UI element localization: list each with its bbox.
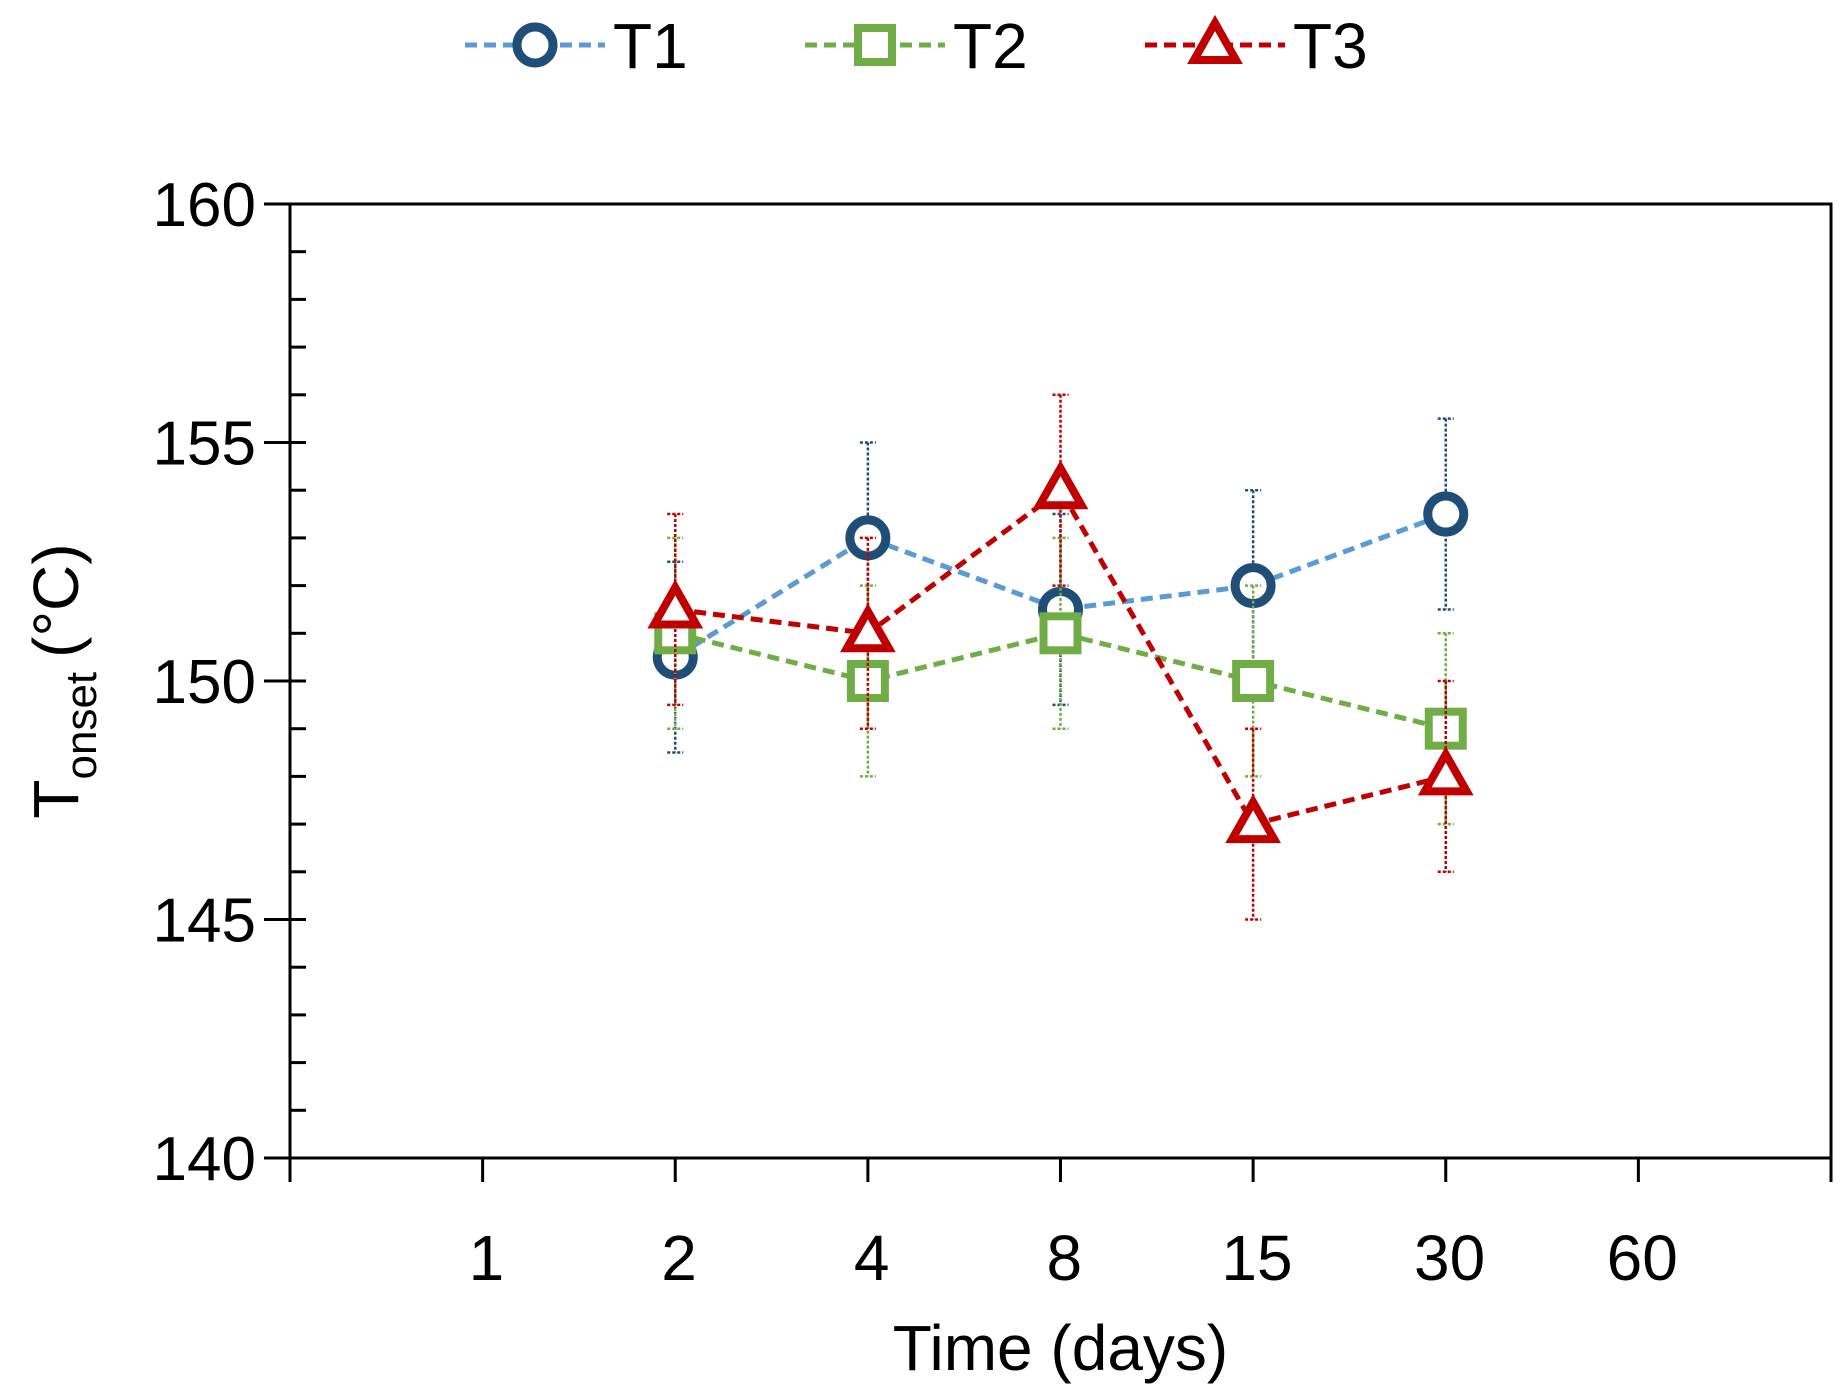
y-tick-label: 150 bbox=[153, 648, 256, 717]
series-t3-marker bbox=[647, 579, 704, 629]
legend-t3: T3 bbox=[1145, 10, 1368, 82]
x-tick-label: 8 bbox=[1047, 1222, 1083, 1294]
legend-t1: T1 bbox=[465, 10, 688, 82]
legend-t2-marker bbox=[854, 24, 896, 66]
y-axis-ticks: 140 145 150 155 160 bbox=[153, 171, 306, 1194]
x-tick-label: 4 bbox=[854, 1222, 890, 1294]
x-tick-label: 60 bbox=[1607, 1222, 1678, 1294]
legend-t3-label: T3 bbox=[1293, 10, 1368, 82]
series-t1-line bbox=[673, 511, 1447, 660]
series-t2-marker bbox=[1039, 612, 1082, 655]
series-t3-line bbox=[674, 486, 1447, 827]
series-t3-marker bbox=[1032, 460, 1089, 510]
legend-t2-label: T2 bbox=[953, 10, 1028, 82]
x-tick-label: 2 bbox=[661, 1222, 697, 1294]
y-tick-label: 155 bbox=[153, 410, 256, 479]
series-t2 bbox=[654, 536, 1467, 826]
plot-frame bbox=[288, 202, 1833, 1160]
series-t3-marker bbox=[1417, 746, 1474, 796]
series-t3 bbox=[647, 393, 1474, 921]
y-tick-label: 140 bbox=[153, 1125, 256, 1194]
y-tick-label: 145 bbox=[153, 887, 256, 956]
x-tick-label: 15 bbox=[1221, 1222, 1292, 1294]
legend-t3-marker bbox=[1187, 14, 1243, 64]
x-tick-label: 1 bbox=[469, 1222, 505, 1294]
x-axis-title: Time (days) bbox=[893, 1312, 1228, 1384]
x-tick-label: 30 bbox=[1414, 1222, 1485, 1294]
y-axis-title-main: T bbox=[20, 779, 92, 818]
series-layer bbox=[647, 393, 1474, 921]
series-t3-marker bbox=[1225, 793, 1281, 844]
series-t3-marker bbox=[840, 603, 896, 653]
legend-t2: T2 bbox=[805, 10, 1028, 82]
y-axis-title-unit: (°C) bbox=[20, 543, 92, 657]
x-axis-ticks: 1 2 4 8 15 30 60 bbox=[288, 1158, 1833, 1294]
y-axis-title-subscript: onset bbox=[57, 672, 106, 780]
series-t2-marker bbox=[1232, 660, 1275, 702]
legend-t1-label: T1 bbox=[613, 10, 688, 82]
y-axis-title: Tonset (°C) bbox=[20, 543, 106, 818]
y-tick-label: 160 bbox=[153, 171, 256, 240]
legend-t1-marker bbox=[512, 22, 558, 68]
series-t1-marker bbox=[1423, 491, 1469, 537]
legend: T1 T2 T3 bbox=[465, 10, 1368, 82]
